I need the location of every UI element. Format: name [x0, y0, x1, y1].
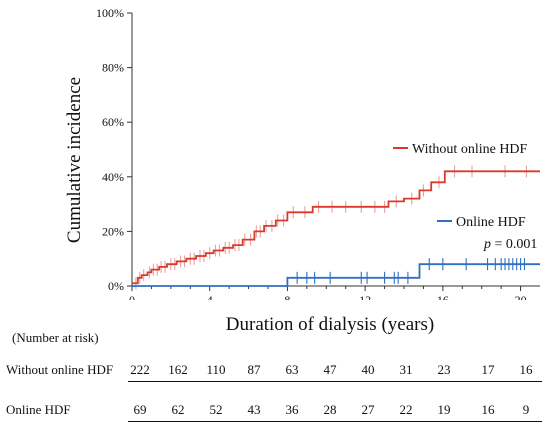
risk-cell: 110	[206, 362, 226, 377]
p-value-number: = 0.001	[491, 237, 537, 252]
risk-cell: 36	[285, 402, 299, 417]
risk-cell: 19	[437, 402, 451, 417]
x-tick-label: 12	[359, 293, 371, 300]
series-line-without-online-hdf	[132, 170, 540, 285]
risk-cell: 31	[399, 362, 413, 377]
risk-cell: 69	[133, 402, 147, 417]
risk-cell: 9	[522, 402, 530, 417]
risk-row-without-online-hdf: Without online HDF 222 162 110 87 63 47 …	[0, 357, 550, 383]
x-axis-label: Duration of dialysis (years)	[225, 314, 435, 335]
risk-cell: 63	[285, 362, 299, 377]
risk-cell: 22	[399, 402, 413, 417]
km-plot: 0% 20% 40% 60% 80% 100% 0 4 8 12 16 20 Cumulative i…	[64, 6, 540, 300]
risk-row-rule	[128, 381, 542, 382]
y-axis-label: Cumulative incidence	[64, 77, 85, 243]
risk-cell: 16	[519, 362, 533, 377]
risk-cell: 28	[323, 402, 337, 417]
x-tick-label: 16	[437, 293, 449, 300]
risk-cell: 52	[209, 402, 223, 417]
y-tick-label: 100%	[96, 6, 124, 20]
y-tick-label: 40%	[102, 170, 124, 184]
risk-cell: 87	[247, 362, 261, 377]
legend-label-online-hdf: Online HDF	[456, 215, 526, 230]
series-line-online-hdf	[132, 263, 540, 287]
legend-label-without-online-hdf: Without online HDF	[412, 142, 528, 157]
x-tick-label: 20	[515, 293, 527, 300]
risk-row-label: Online HDF	[6, 402, 71, 417]
y-tick-label: 60%	[102, 115, 124, 129]
risk-cell: 43	[247, 402, 261, 417]
risk-row-label: Without online HDF	[6, 362, 114, 377]
x-tick-label: 4	[207, 293, 213, 300]
risk-cell: 222	[130, 362, 150, 377]
risk-cell: 23	[437, 362, 451, 377]
risk-cell: 62	[171, 402, 185, 417]
risk-cell: 47	[323, 362, 337, 377]
p-value-symbol: p	[483, 237, 491, 252]
risk-row-online-hdf: Online HDF 69 62 52 43 36 28 27 22 19 16…	[0, 397, 550, 423]
risk-cell: 17	[481, 362, 495, 377]
p-value-annotation: p = 0.001	[483, 237, 537, 252]
y-tick-label: 0%	[108, 279, 124, 293]
risk-cell: 40	[361, 362, 375, 377]
risk-row-rule	[128, 421, 542, 422]
risk-cell: 27	[361, 402, 375, 417]
x-tick-label: 8	[284, 293, 290, 300]
risk-cell: 16	[481, 402, 495, 417]
y-tick-label: 20%	[102, 224, 124, 238]
y-tick-label: 80%	[102, 61, 124, 75]
x-tick-label: 0	[129, 293, 135, 300]
legend: Without online HDF Online HDF	[393, 142, 528, 230]
risk-table-title: (Number at risk)	[12, 330, 99, 345]
risk-cell: 162	[168, 362, 188, 377]
